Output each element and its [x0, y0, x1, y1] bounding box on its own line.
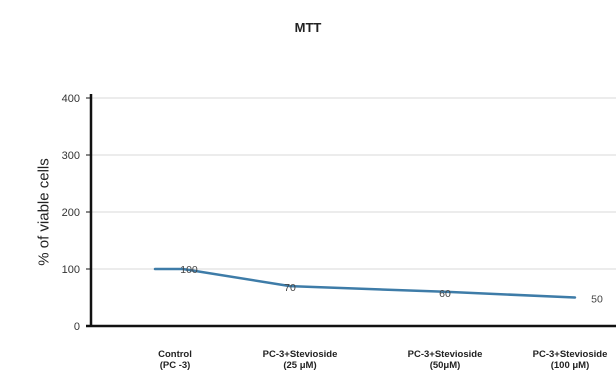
x-tick-label: PC-3+Stevioside (25 μM) [263, 349, 338, 371]
series-line [153, 267, 577, 299]
x-tick-label: PC-3+Stevioside (50μM) [408, 349, 483, 371]
x-tick-label-line: (PC -3) [159, 360, 191, 371]
x-tick-label-line: (25 μM) [283, 360, 317, 371]
y-tick-label: 200 [62, 207, 80, 219]
x-tick-label: PC-3+Stevioside (100 μM) [533, 349, 608, 371]
y-tick-label: 0 [74, 321, 80, 333]
y-tick-label: 100 [62, 264, 80, 276]
data-label: 50 [591, 294, 603, 306]
y-tick-label: 400 [62, 93, 80, 105]
y-tick-label: 300 [62, 150, 80, 162]
data-label: 60 [439, 288, 451, 300]
x-tick-label-line: (100 μM) [550, 360, 590, 371]
x-tick-label-line: PC-3+Stevioside [532, 349, 608, 360]
chart-title: MTT [294, 20, 322, 35]
x-tick-label: Control (PC -3) [158, 349, 192, 371]
x-tick-label-line: PC-3+Stevioside [407, 349, 483, 360]
x-tick-label-line: (50μM) [429, 360, 461, 371]
x-tick-label-line: Control [158, 349, 192, 360]
x-tick-label-line: PC-3+Stevioside [262, 349, 338, 360]
data-label: 100 [180, 264, 198, 276]
data-label: 70 [284, 282, 296, 294]
